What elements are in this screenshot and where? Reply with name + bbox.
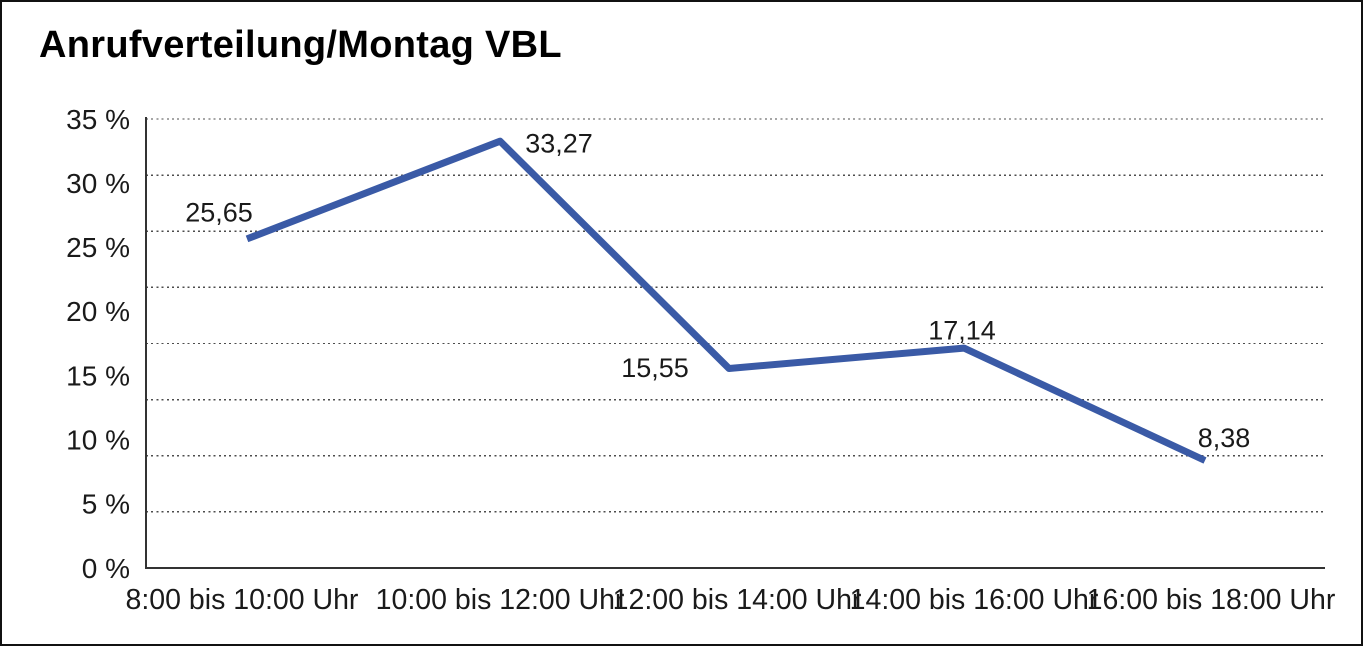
y-tick-label: 10 % bbox=[66, 425, 130, 456]
x-tick-label: 12:00 bis 14:00 Uhr bbox=[613, 584, 862, 616]
x-tick-label: 8:00 bis 10:00 Uhr bbox=[126, 584, 359, 616]
chart-title: Anrufverteilung/Montag VBL bbox=[39, 24, 562, 66]
value-label: 33,27 bbox=[525, 129, 593, 159]
x-tick-label: 10:00 bis 12:00 Uhr bbox=[376, 584, 625, 616]
y-tick-label: 35 % bbox=[66, 104, 130, 135]
y-tick-label: 5 % bbox=[82, 489, 130, 520]
y-tick-label: 30 % bbox=[66, 168, 130, 199]
y-tick-label: 15 % bbox=[66, 360, 130, 391]
y-tick-label: 0 % bbox=[82, 553, 130, 584]
value-label: 15,55 bbox=[621, 353, 689, 383]
value-label: 17,14 bbox=[928, 316, 996, 346]
value-label: 8,38 bbox=[1198, 423, 1251, 453]
x-tick-label: 14:00 bis 16:00 Uhr bbox=[850, 584, 1099, 616]
data-line bbox=[245, 137, 1207, 464]
x-tick-label: 16:00 bis 18:00 Uhr bbox=[1087, 584, 1336, 616]
y-tick-label: 20 % bbox=[66, 296, 130, 327]
value-label: 25,65 bbox=[185, 197, 253, 227]
y-tick-label: 25 % bbox=[66, 232, 130, 263]
